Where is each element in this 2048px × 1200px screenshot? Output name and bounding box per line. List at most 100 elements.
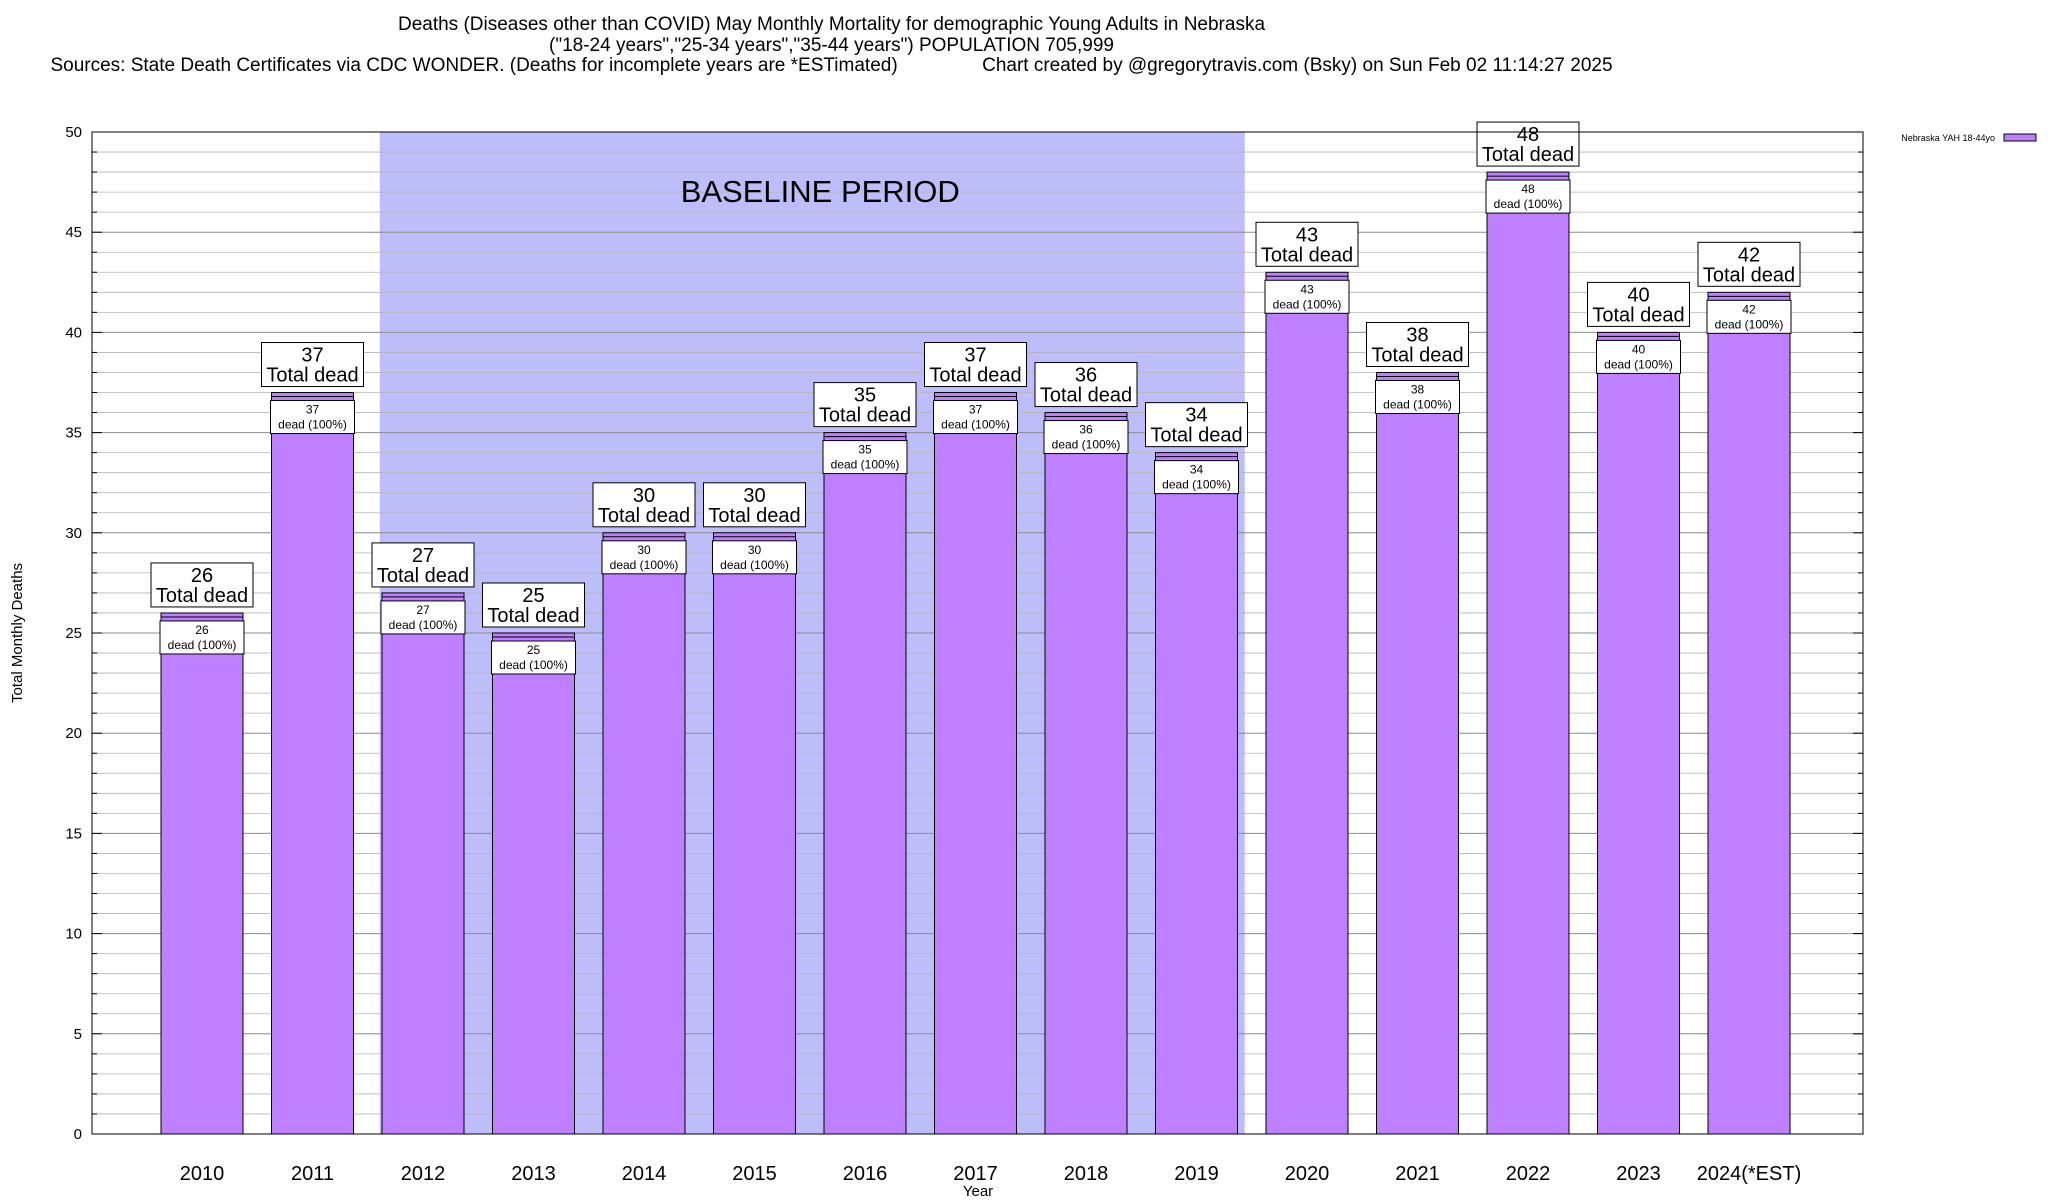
inner-label-box bbox=[1375, 379, 1460, 414]
inner-label-box bbox=[1485, 179, 1571, 214]
total-label-text: Total dead bbox=[487, 605, 579, 627]
total-label-value: 40 bbox=[1627, 284, 1649, 306]
x-tick-label-2015: 2015 bbox=[732, 1163, 777, 1185]
x-tick-label-2024(*EST): 2024(*EST) bbox=[1697, 1163, 1802, 1185]
y-tick-label: 0 bbox=[74, 1126, 82, 1143]
total-label-box bbox=[150, 562, 254, 608]
total-label-value: 36 bbox=[1075, 365, 1097, 387]
inner-label-value: 35 bbox=[858, 443, 872, 457]
inner-label-text: dead (100%) bbox=[1494, 197, 1563, 211]
inner-label-text: dead (100%) bbox=[610, 558, 679, 572]
chart-source-line: Sources: State Death Certificates via CD… bbox=[50, 55, 1613, 76]
total-label-text: Total dead bbox=[598, 505, 690, 527]
total-label-text: Total dead bbox=[1482, 144, 1574, 166]
chart-subtitle: ("18-24 years","25-34 years","35-44 year… bbox=[549, 35, 1114, 56]
inner-label-text: dead (100%) bbox=[720, 558, 789, 572]
x-tick-label-2019: 2019 bbox=[1174, 1163, 1219, 1185]
y-tick-label: 5 bbox=[74, 1026, 82, 1043]
bar-2017 bbox=[934, 392, 1017, 1135]
inner-label-text: dead (100%) bbox=[831, 458, 900, 472]
inner-label-value: 48 bbox=[1521, 182, 1535, 196]
total-label-text: Total dead bbox=[156, 585, 248, 607]
inner-label-box bbox=[822, 440, 908, 475]
total-label-value: 48 bbox=[1517, 124, 1539, 146]
y-tick-label: 15 bbox=[65, 825, 82, 842]
total-label-value: 30 bbox=[743, 485, 765, 507]
total-label-text: Total dead bbox=[1261, 244, 1353, 266]
bar-2016 bbox=[823, 432, 907, 1135]
y-tick-label: 35 bbox=[65, 425, 82, 442]
plot-frame bbox=[91, 131, 1864, 1135]
y-tick-label: 25 bbox=[65, 625, 82, 642]
inner-label-value: 40 bbox=[1632, 342, 1646, 356]
total-label-box bbox=[1476, 121, 1580, 167]
inner-label-box bbox=[1596, 339, 1681, 374]
total-label-text: Total dead bbox=[819, 405, 911, 427]
bar-2014 bbox=[602, 532, 686, 1135]
x-tick-label-2021: 2021 bbox=[1395, 1163, 1440, 1185]
total-label-text: Total dead bbox=[266, 365, 358, 387]
inner-label-text: dead (100%) bbox=[1715, 317, 1784, 331]
total-label-value: 30 bbox=[633, 485, 655, 507]
legend-label: Nebraska YAH 18-44yo bbox=[1901, 133, 1995, 143]
inner-label-box bbox=[712, 540, 797, 575]
inner-label-value: 27 bbox=[416, 603, 430, 617]
total-label-text: Total dead bbox=[1150, 425, 1242, 447]
total-label-value: 38 bbox=[1406, 324, 1428, 346]
total-label-value: 27 bbox=[412, 545, 434, 567]
total-label-text: Total dead bbox=[377, 565, 469, 587]
total-label-text: Total dead bbox=[1040, 385, 1132, 407]
bar-2010 bbox=[160, 612, 244, 1135]
bar-2021 bbox=[1376, 371, 1459, 1135]
y-axis-label: Total Monthly Deaths bbox=[9, 563, 26, 703]
bar-2018 bbox=[1044, 412, 1128, 1135]
x-tick-label-2017: 2017 bbox=[953, 1163, 998, 1185]
total-label-box bbox=[261, 342, 364, 388]
total-label-value: 34 bbox=[1185, 405, 1207, 427]
inner-label-box bbox=[1043, 420, 1129, 455]
total-label-text: Total dead bbox=[1703, 264, 1795, 286]
inner-label-value: 25 bbox=[527, 643, 541, 657]
total-label-value: 37 bbox=[301, 345, 323, 367]
chart-title: Deaths (Diseases other than COVID) May M… bbox=[397, 14, 1266, 35]
inner-label-value: 34 bbox=[1190, 463, 1204, 477]
total-label-box bbox=[1255, 221, 1359, 267]
y-tick-label: 30 bbox=[65, 525, 82, 542]
bar-2022 bbox=[1486, 171, 1570, 1135]
inner-label-text: dead (100%) bbox=[1273, 297, 1342, 311]
bar-2019 bbox=[1155, 452, 1238, 1135]
inner-label-box bbox=[159, 620, 245, 655]
inner-label-value: 43 bbox=[1300, 282, 1314, 296]
x-tick-label-2014: 2014 bbox=[622, 1163, 667, 1185]
total-label-box bbox=[703, 482, 806, 528]
x-tick-label-2012: 2012 bbox=[401, 1163, 446, 1185]
bar-2015 bbox=[713, 532, 796, 1135]
y-tick-label: 10 bbox=[65, 926, 82, 943]
total-label-text: Total dead bbox=[929, 365, 1021, 387]
inner-label-value: 37 bbox=[969, 403, 983, 417]
total-label-text: Total dead bbox=[1371, 344, 1463, 366]
bar-2013 bbox=[492, 632, 575, 1135]
total-label-value: 42 bbox=[1738, 244, 1760, 266]
total-label-box bbox=[813, 382, 917, 428]
inner-label-text: dead (100%) bbox=[1052, 438, 1121, 452]
total-label-value: 25 bbox=[522, 585, 544, 607]
x-tick-label-2010: 2010 bbox=[180, 1163, 225, 1185]
inner-label-box bbox=[1154, 460, 1239, 495]
total-label-text: Total dead bbox=[708, 505, 800, 527]
bar-2020 bbox=[1265, 271, 1349, 1135]
inner-label-value: 36 bbox=[1079, 423, 1093, 437]
inner-label-text: dead (100%) bbox=[1604, 357, 1673, 371]
inner-label-text: dead (100%) bbox=[941, 418, 1010, 432]
total-label-value: 26 bbox=[191, 565, 213, 587]
inner-label-box bbox=[270, 400, 355, 435]
total-label-box bbox=[592, 482, 696, 528]
inner-label-value: 30 bbox=[748, 543, 762, 557]
inner-label-value: 37 bbox=[306, 403, 320, 417]
y-tick-label: 20 bbox=[65, 725, 82, 742]
y-tick-label: 45 bbox=[65, 224, 82, 241]
x-tick-label-2020: 2020 bbox=[1285, 1163, 1330, 1185]
total-label-box bbox=[1145, 402, 1248, 448]
inner-label-text: dead (100%) bbox=[1383, 397, 1452, 411]
